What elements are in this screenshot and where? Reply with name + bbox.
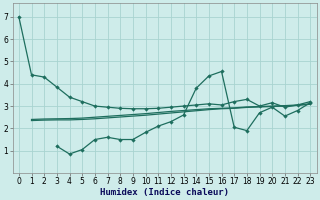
X-axis label: Humidex (Indice chaleur): Humidex (Indice chaleur) (100, 188, 229, 197)
